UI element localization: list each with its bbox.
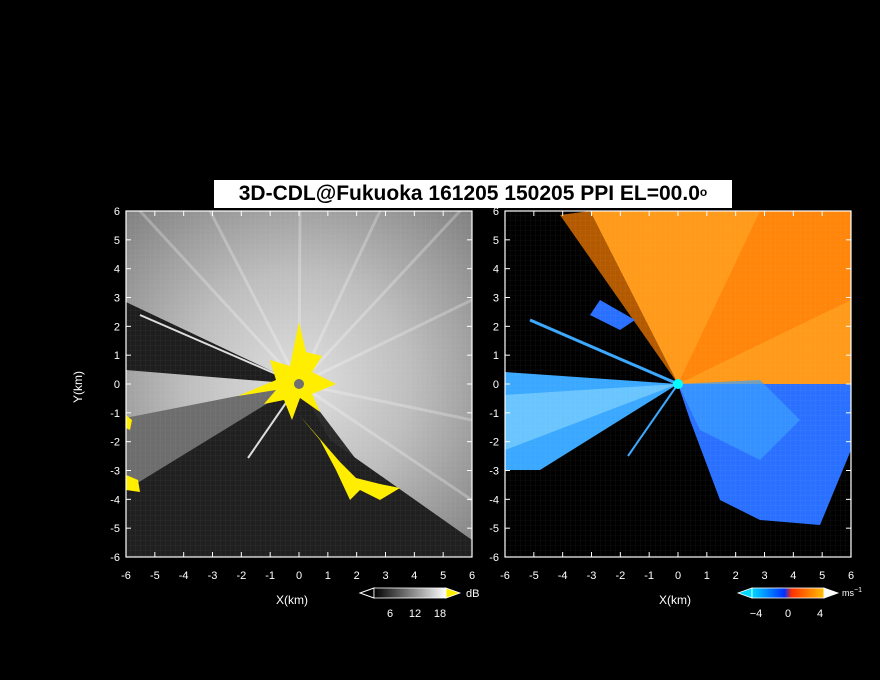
y-tick-label: -4 (110, 494, 120, 506)
x-tick-label: 4 (411, 570, 417, 582)
left-colorbar: dB 6 12 18 (358, 587, 479, 620)
x-tick-label: 2 (733, 570, 739, 582)
right-velocity-panel (505, 211, 851, 557)
y-tick-label: 0 (493, 379, 499, 391)
left-colorbar-tick: 18 (434, 608, 446, 620)
y-tick-label: 6 (493, 206, 499, 218)
x-tick-label: -1 (644, 570, 654, 582)
y-tick-label: -4 (489, 494, 499, 506)
x-tick-label: -4 (558, 570, 568, 582)
y-tick-label: 6 (114, 206, 120, 218)
y-tick-label: 1 (114, 350, 120, 362)
x-tick-label: -2 (236, 570, 246, 582)
y-tick-label: 0 (114, 379, 120, 391)
y-tick-label: 4 (493, 264, 499, 276)
y-tick-label: 1 (493, 350, 499, 362)
x-tick-label: 3 (761, 570, 767, 582)
y-tick-label: 5 (493, 235, 499, 247)
y-tick-label: 5 (114, 235, 120, 247)
y-tick-label: 2 (114, 321, 120, 333)
left-colorbar-tick: 6 (387, 608, 393, 620)
x-tick-label: -5 (150, 570, 160, 582)
y-tick-label: -1 (110, 408, 120, 420)
x-tick-label: -6 (500, 570, 510, 582)
x-tick-label: 5 (440, 570, 446, 582)
x-tick-label: -3 (587, 570, 597, 582)
y-tick-label: 3 (114, 293, 120, 305)
x-tick-label: -3 (208, 570, 218, 582)
x-tick-label: 2 (354, 570, 360, 582)
y-tick-label: -3 (110, 466, 120, 478)
plot-title: 3D-CDL@Fukuoka 161205 150205 PPI EL=00.0… (214, 180, 732, 208)
x-tick-label: -1 (265, 570, 275, 582)
x-tick-label: 1 (325, 570, 331, 582)
left-colorbar-tick: 12 (409, 608, 421, 620)
right-x-axis-label: X(km) (659, 593, 691, 607)
right-colorbar-tick: −4 (750, 608, 763, 620)
y-tick-label: 2 (493, 321, 499, 333)
x-tick-label: -6 (121, 570, 131, 582)
right-colorbar: ms−1 −4 0 4 (736, 587, 862, 620)
y-tick-label: -3 (489, 466, 499, 478)
left-x-axis-label: X(km) (276, 593, 308, 607)
y-tick-label: -6 (110, 552, 120, 564)
y-tick-label: 3 (493, 293, 499, 305)
right-colorbar-tick: 0 (785, 608, 791, 620)
x-tick-label: -4 (179, 570, 189, 582)
y-tick-label: -2 (489, 437, 499, 449)
x-tick-label: -5 (529, 570, 539, 582)
x-tick-label: 6 (848, 570, 854, 582)
y-axis-label: Y(km) (71, 371, 85, 403)
y-tick-label: -6 (489, 552, 499, 564)
x-tick-label: 0 (296, 570, 302, 582)
y-tick-label: -5 (489, 523, 499, 535)
right-colorbar-unit: ms−1 (842, 587, 862, 598)
x-tick-label: -2 (615, 570, 625, 582)
left-axes: -6-6 -5 -5 -4 -4 -3 -3 -2 -2 -1 -1 0 0 1 1 2 2 3 3 4 4 5 5 6 6 (110, 206, 475, 582)
x-tick-label: 6 (469, 570, 475, 582)
left-colorbar-unit: dB (466, 588, 479, 600)
right-axes: -6-6 -5 -5 -4 -4 -3 -3 -2 -2 -1 -1 0 0 1 1 2 2 3 3 4 4 5 5 6 6 (489, 206, 854, 582)
y-tick-label: -2 (110, 437, 120, 449)
x-tick-label: 1 (704, 570, 710, 582)
y-tick-label: -5 (110, 523, 120, 535)
left-snr-panel (126, 211, 472, 557)
x-tick-label: 4 (790, 570, 796, 582)
right-colorbar-tick: 4 (817, 608, 823, 620)
x-tick-label: 3 (382, 570, 388, 582)
y-tick-label: 4 (114, 264, 120, 276)
x-tick-label: 0 (675, 570, 681, 582)
y-tick-label: -1 (489, 408, 499, 420)
x-tick-label: 5 (819, 570, 825, 582)
